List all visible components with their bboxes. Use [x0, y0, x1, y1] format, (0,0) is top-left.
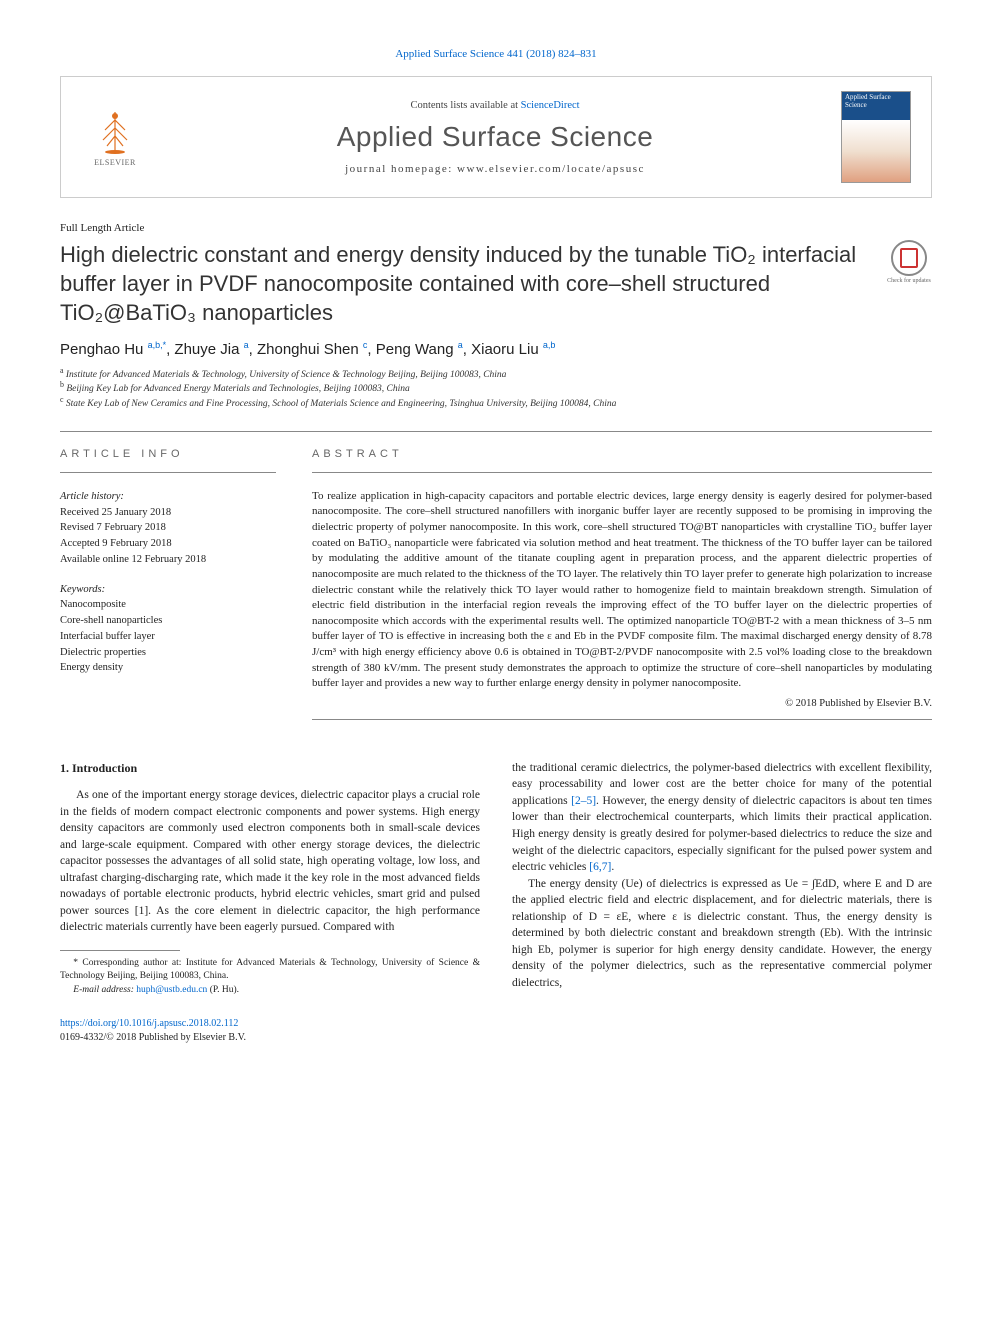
keywords-label: Keywords:: [60, 582, 276, 598]
history-accepted: Accepted 9 February 2018: [60, 536, 276, 552]
intro-paragraph-2: the traditional ceramic dielectrics, the…: [512, 760, 932, 876]
journal-cover-thumbnail: Applied Surface Science: [841, 91, 911, 183]
check-updates-icon: [891, 240, 927, 276]
intro-paragraph-1: As one of the important energy storage d…: [60, 787, 480, 936]
history-revised: Revised 7 February 2018: [60, 520, 276, 536]
check-updates-badge[interactable]: Check for updates: [886, 240, 932, 296]
journal-name: Applied Surface Science: [167, 121, 823, 153]
history-label: Article history:: [60, 489, 276, 505]
intro-heading: 1. Introduction: [60, 760, 480, 777]
contents-available-line: Contents lists available at ScienceDirec…: [167, 100, 823, 111]
abstract-heading: ABSTRACT: [312, 448, 932, 460]
elsevier-wordmark: ELSEVIER: [94, 158, 136, 167]
header-citation-link[interactable]: Applied Surface Science 441 (2018) 824–8…: [395, 48, 596, 60]
keyword: Nanocomposite: [60, 597, 276, 613]
journal-masthead: ELSEVIER Contents lists available at Sci…: [60, 76, 932, 198]
article-title: High dielectric constant and energy dens…: [60, 240, 870, 327]
info-divider: [60, 472, 276, 473]
elsevier-logo: ELSEVIER: [81, 97, 149, 177]
elsevier-tree-icon: [91, 108, 139, 156]
sciencedirect-link[interactable]: ScienceDirect: [521, 100, 580, 111]
page-footer: https://doi.org/10.1016/j.apsusc.2018.02…: [60, 1017, 932, 1045]
email-line: E-mail address: huph@ustb.edu.cn (P. Hu)…: [60, 984, 480, 997]
authors-line: Penghao Hu a,b,*, Zhuye Jia a, Zhonghui …: [60, 341, 932, 358]
keyword: Dielectric properties: [60, 645, 276, 661]
abstract-copyright: © 2018 Published by Elsevier B.V.: [312, 698, 932, 709]
affiliation-c: State Key Lab of New Ceramics and Fine P…: [66, 399, 617, 409]
keyword: Interfacial buffer layer: [60, 629, 276, 645]
running-header: Applied Surface Science 441 (2018) 824–8…: [60, 48, 932, 60]
corresponding-author-note: * Corresponding author at: Institute for…: [60, 957, 480, 984]
author-email-link[interactable]: huph@ustb.edu.cn: [136, 985, 207, 995]
article-type: Full Length Article: [60, 222, 932, 234]
issn-copyright: 0169-4332/© 2018 Published by Elsevier B…: [60, 1032, 246, 1043]
doi-link[interactable]: https://doi.org/10.1016/j.apsusc.2018.02…: [60, 1018, 238, 1029]
citation-link[interactable]: [2–5]: [571, 795, 596, 807]
history-received: Received 25 January 2018: [60, 505, 276, 521]
section-divider: [60, 431, 932, 432]
journal-homepage-line: journal homepage: www.elsevier.com/locat…: [167, 163, 823, 175]
affiliation-a: Institute for Advanced Materials & Techn…: [66, 370, 507, 380]
keyword: Energy density: [60, 660, 276, 676]
affiliation-b: Beijing Key Lab for Advanced Energy Mate…: [66, 384, 409, 394]
citation-link[interactable]: [6,7]: [589, 861, 611, 873]
footnote-divider: [60, 950, 180, 951]
keyword: Core-shell nanoparticles: [60, 613, 276, 629]
body-column-right: the traditional ceramic dielectrics, the…: [512, 760, 932, 997]
affiliations-block: a Institute for Advanced Materials & Tec…: [60, 368, 932, 411]
check-updates-label: Check for updates: [887, 278, 931, 285]
abstract-bottom-divider: [312, 719, 932, 720]
abstract-text: To realize application in high-capacity …: [312, 489, 932, 692]
body-column-left: 1. Introduction As one of the important …: [60, 760, 480, 997]
intro-paragraph-3: The energy density (Ue) of dielectrics i…: [512, 876, 932, 992]
history-online: Available online 12 February 2018: [60, 552, 276, 568]
article-info-heading: ARTICLE INFO: [60, 448, 276, 460]
cover-title: Applied Surface Science: [842, 92, 910, 120]
journal-homepage-url[interactable]: www.elsevier.com/locate/apsusc: [457, 163, 645, 175]
abstract-divider: [312, 472, 932, 473]
